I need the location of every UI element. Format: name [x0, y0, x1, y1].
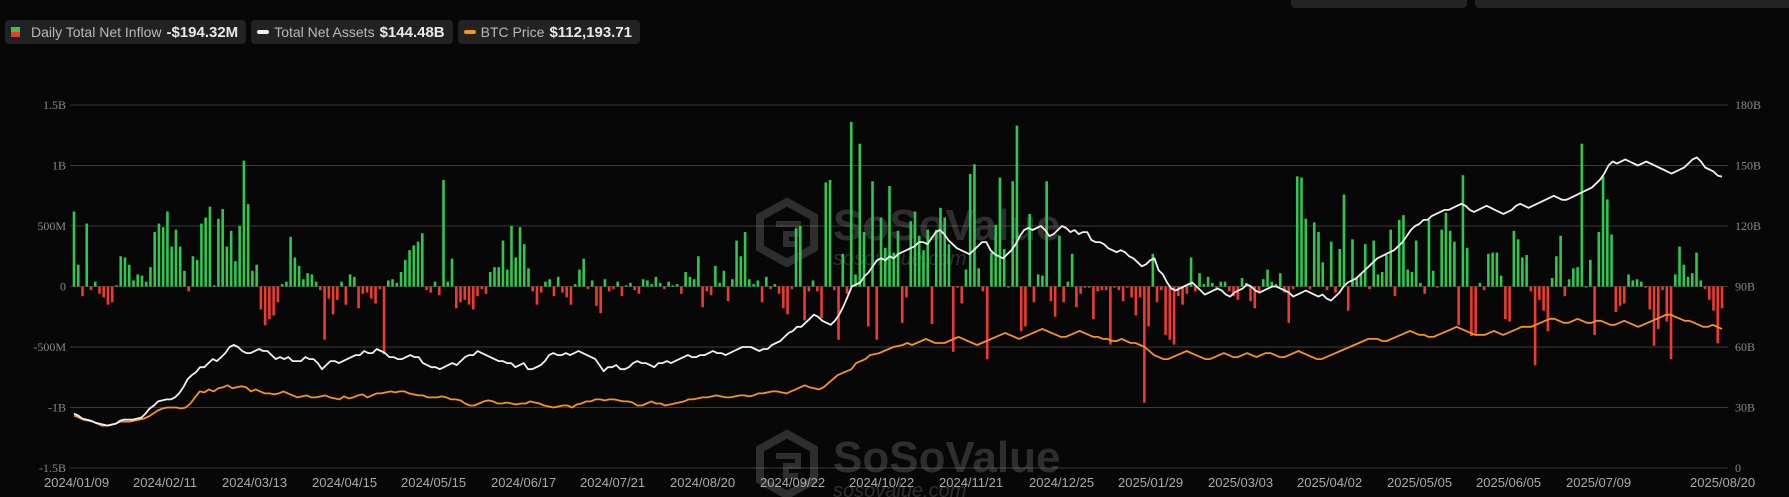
left-axis-tick: 1.5B: [43, 98, 66, 112]
x-axis-tick: 2024/09/22: [760, 475, 825, 490]
x-axis-tick: 2024/06/17: [491, 475, 556, 490]
series-lines: [73, 156, 1723, 427]
right-axis-tick: 150B: [1735, 159, 1761, 173]
left-axis: 1.5B 1B 500M 0 -500M -1B -1.5B: [33, 98, 66, 475]
x-axis-tick: 2024/02/11: [133, 475, 197, 490]
right-axis-tick: 0: [1735, 461, 1741, 475]
right-axis-tick: 60B: [1735, 340, 1755, 354]
x-axis-tick: 2025/01/29: [1118, 475, 1183, 490]
legend-item-assets[interactable]: Total Net Assets $144.48B: [251, 20, 453, 44]
left-axis-tick: -1.5B: [39, 461, 66, 475]
watermark-top: SoSoValue sosovalue.com: [756, 197, 1060, 270]
x-axis-tick: 2024/11/21: [939, 475, 1003, 490]
btc-swatch-icon: [463, 30, 476, 34]
legend-label: BTC Price: [480, 24, 545, 40]
x-axis-tick: 2025/05/05: [1387, 475, 1452, 490]
right-axis-tick: 90B: [1735, 280, 1755, 294]
legend-value: $112,193.71: [549, 23, 633, 41]
x-axis-tick: 2024/04/15: [312, 475, 377, 490]
x-axis: 2024/01/09 2024/02/11 2024/03/13 2024/04/15…: [44, 475, 1755, 490]
x-axis-tick: 2024/08/20: [670, 475, 735, 490]
x-axis-tick: 2025/04/02: [1297, 475, 1362, 490]
legend-label: Total Net Assets: [274, 24, 375, 40]
svg-text:sosovalue.com: sosovalue.com: [833, 248, 966, 270]
x-axis-tick: 2024/01/09: [44, 475, 109, 490]
x-axis-tick: 2025/07/09: [1566, 475, 1631, 490]
toolbar-button-options[interactable]: [1475, 0, 1789, 8]
toolbar-button-range[interactable]: [1291, 0, 1467, 8]
x-axis-tick: 2024/10/22: [849, 475, 914, 490]
x-axis-tick: 2025/08/20: [1690, 475, 1755, 490]
assets-swatch-icon: [257, 30, 270, 34]
legend-item-inflow[interactable]: Daily Total Net Inflow -$194.32M: [5, 20, 247, 44]
x-axis-tick: 2024/05/15: [401, 475, 466, 490]
x-axis-tick: 2025/03/03: [1208, 475, 1273, 490]
right-axis-tick: 180B: [1735, 98, 1761, 112]
top-toolbar: [1289, 0, 1789, 8]
inflow-swatch-icon: [11, 27, 20, 37]
left-axis-tick: -500M: [33, 340, 66, 354]
sosovalue-logo-icon: [756, 429, 818, 497]
svg-text:sosovalue.com: sosovalue.com: [833, 480, 966, 497]
left-axis-tick: -1B: [48, 401, 66, 415]
svg-text:SoSoValue: SoSoValue: [833, 433, 1060, 482]
inflow-bars: [72, 121, 1724, 403]
sosovalue-logo-icon: [756, 197, 818, 268]
x-axis-tick: 2024/07/21: [580, 475, 645, 490]
watermark-bottom: SoSoValue sosovalue.com: [756, 429, 1060, 497]
x-axis-tick: 2024/03/13: [222, 475, 287, 490]
left-axis-tick: 0: [60, 280, 66, 294]
left-axis-tick: 500M: [37, 219, 66, 233]
legend-label: Daily Total Net Inflow: [31, 24, 162, 40]
right-axis-tick: 30B: [1735, 401, 1755, 415]
svg-text:SoSoValue: SoSoValue: [833, 201, 1060, 250]
x-axis-tick: 2025/06/05: [1476, 475, 1541, 490]
chart-legend: Daily Total Net Inflow -$194.32M Total N…: [5, 20, 641, 44]
legend-value: -$194.32M: [166, 23, 239, 41]
left-axis-tick: 1B: [52, 159, 66, 173]
legend-item-btc[interactable]: BTC Price $112,193.71: [457, 20, 641, 44]
x-axis-tick: 2024/12/25: [1029, 475, 1094, 490]
right-axis-tick: 120B: [1735, 219, 1761, 233]
legend-value: $144.48B: [379, 23, 445, 41]
right-axis: 180B 150B 120B 90B 60B 30B 0: [1735, 98, 1761, 475]
